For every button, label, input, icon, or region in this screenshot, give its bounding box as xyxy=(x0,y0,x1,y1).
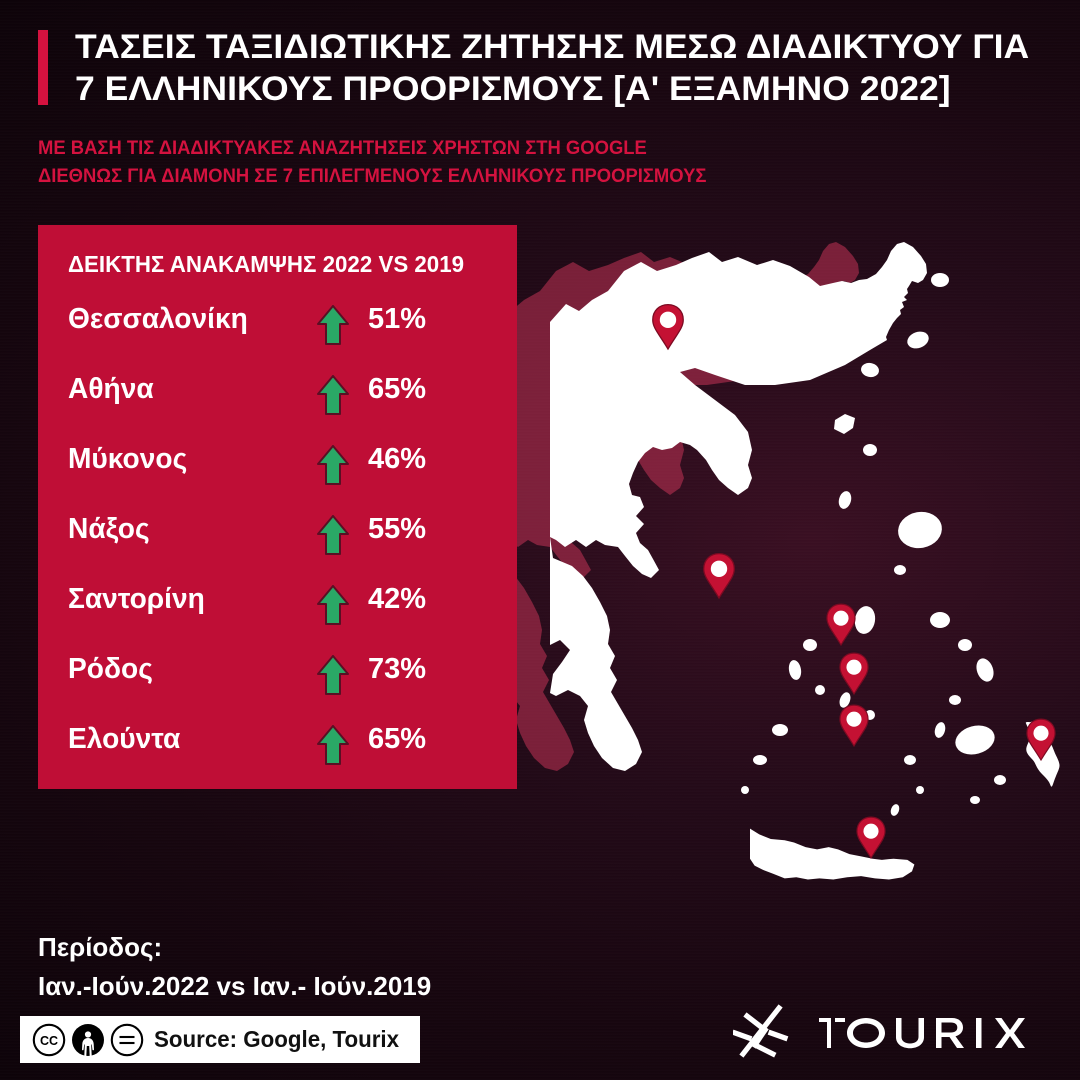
svg-text:CC: CC xyxy=(40,1034,58,1048)
